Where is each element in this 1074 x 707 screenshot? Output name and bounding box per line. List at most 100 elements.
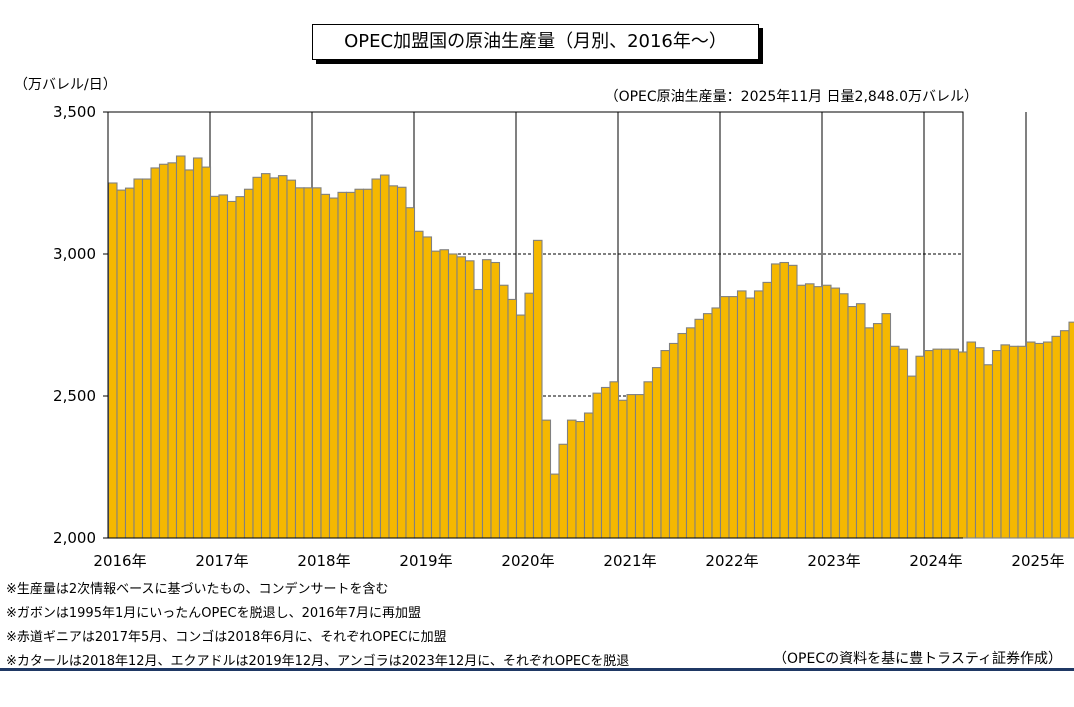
bar	[405, 207, 416, 539]
bar	[158, 163, 169, 539]
x-tick-label: 2020年	[501, 552, 554, 570]
bar	[422, 236, 433, 539]
bar	[371, 178, 382, 539]
bar	[541, 419, 552, 539]
bar	[226, 200, 237, 539]
bar	[413, 230, 424, 539]
bar	[779, 261, 790, 539]
bar	[668, 342, 679, 539]
bar	[362, 188, 373, 539]
x-tick-label: 2025年	[1011, 552, 1064, 570]
bar	[141, 178, 152, 539]
bar	[1068, 321, 1074, 539]
bar	[532, 239, 543, 539]
bar	[575, 421, 586, 539]
bar	[515, 314, 526, 539]
bar	[1051, 335, 1062, 539]
bar	[787, 264, 798, 539]
bar	[473, 288, 484, 539]
bar	[626, 394, 637, 539]
bar	[252, 176, 263, 539]
note-1: ※生産量は2次情報ベースに基づいたもの、コンデンサートを含む	[6, 582, 389, 597]
bar	[770, 263, 781, 539]
bar	[592, 392, 603, 539]
y-axis-unit-label: （万バレル/日）	[14, 77, 117, 93]
bar	[558, 443, 569, 539]
bar	[1025, 341, 1036, 539]
bar	[898, 348, 909, 539]
bar	[694, 318, 705, 539]
bar	[1008, 345, 1019, 539]
bar	[498, 284, 509, 539]
bar	[906, 375, 917, 539]
chart-title: OPEC加盟国の原油生産量（月別、2016年～）	[312, 24, 759, 60]
bar	[354, 188, 365, 539]
bar	[736, 290, 747, 539]
bar	[209, 195, 220, 539]
bar	[660, 350, 671, 539]
bar	[966, 341, 977, 539]
bar	[864, 327, 875, 539]
bar	[124, 187, 135, 539]
bar	[549, 473, 560, 539]
bar	[328, 197, 339, 539]
bar	[923, 350, 934, 539]
bar	[260, 173, 271, 539]
x-tick-label: 2022年	[705, 552, 758, 570]
bar	[991, 350, 1002, 539]
y-tick-label: 3,500	[53, 103, 96, 121]
bar	[116, 189, 127, 539]
bar	[243, 188, 254, 539]
bar	[294, 187, 305, 539]
bar	[133, 178, 144, 539]
bar	[388, 185, 399, 539]
bar	[651, 367, 662, 539]
bar	[940, 348, 951, 539]
bar	[277, 175, 288, 539]
y-tick-label: 3,000	[53, 245, 96, 263]
bar	[915, 355, 926, 539]
bar	[838, 293, 849, 539]
bar	[762, 281, 773, 539]
note-2: ※ガボンは1995年1月にいったんOPECを脱退し、2016年7月に再加盟	[6, 606, 421, 621]
chart-annotation: （OPEC原油生産量：2025年11月 日量2,848.0万バレル）	[604, 89, 978, 105]
bar	[634, 394, 645, 539]
bar	[150, 167, 161, 539]
x-tick-label: 2017年	[195, 552, 248, 570]
bar	[456, 256, 467, 539]
bar	[872, 323, 883, 539]
bar	[524, 292, 535, 539]
bar	[881, 313, 892, 539]
bar	[583, 412, 594, 539]
bar	[889, 345, 900, 539]
bar	[753, 290, 764, 539]
bar	[702, 313, 713, 539]
bar	[1017, 345, 1028, 539]
note-4: ※カタールは2018年12月、エクアドルは2019年12月、アンゴラは2023年…	[6, 654, 630, 669]
bar	[396, 186, 407, 539]
bar	[107, 182, 118, 539]
bar	[379, 174, 390, 539]
bar	[235, 196, 246, 539]
bar	[175, 155, 186, 539]
bar	[192, 157, 203, 539]
bar	[566, 419, 577, 539]
bar	[167, 162, 178, 539]
bar	[320, 193, 331, 539]
bar	[337, 191, 348, 539]
bar	[490, 261, 501, 539]
bar	[957, 351, 968, 539]
bar	[303, 187, 314, 539]
x-tick-label: 2016年	[93, 552, 146, 570]
bar	[728, 296, 739, 539]
bar	[847, 305, 858, 539]
x-tick-label: 2023年	[807, 552, 860, 570]
bar	[345, 191, 356, 539]
bar	[949, 348, 960, 539]
bar	[830, 287, 841, 539]
bar	[745, 297, 756, 539]
bar	[201, 166, 212, 539]
y-tick-label: 2,000	[53, 529, 96, 547]
bar	[804, 283, 815, 539]
bar	[677, 332, 688, 539]
